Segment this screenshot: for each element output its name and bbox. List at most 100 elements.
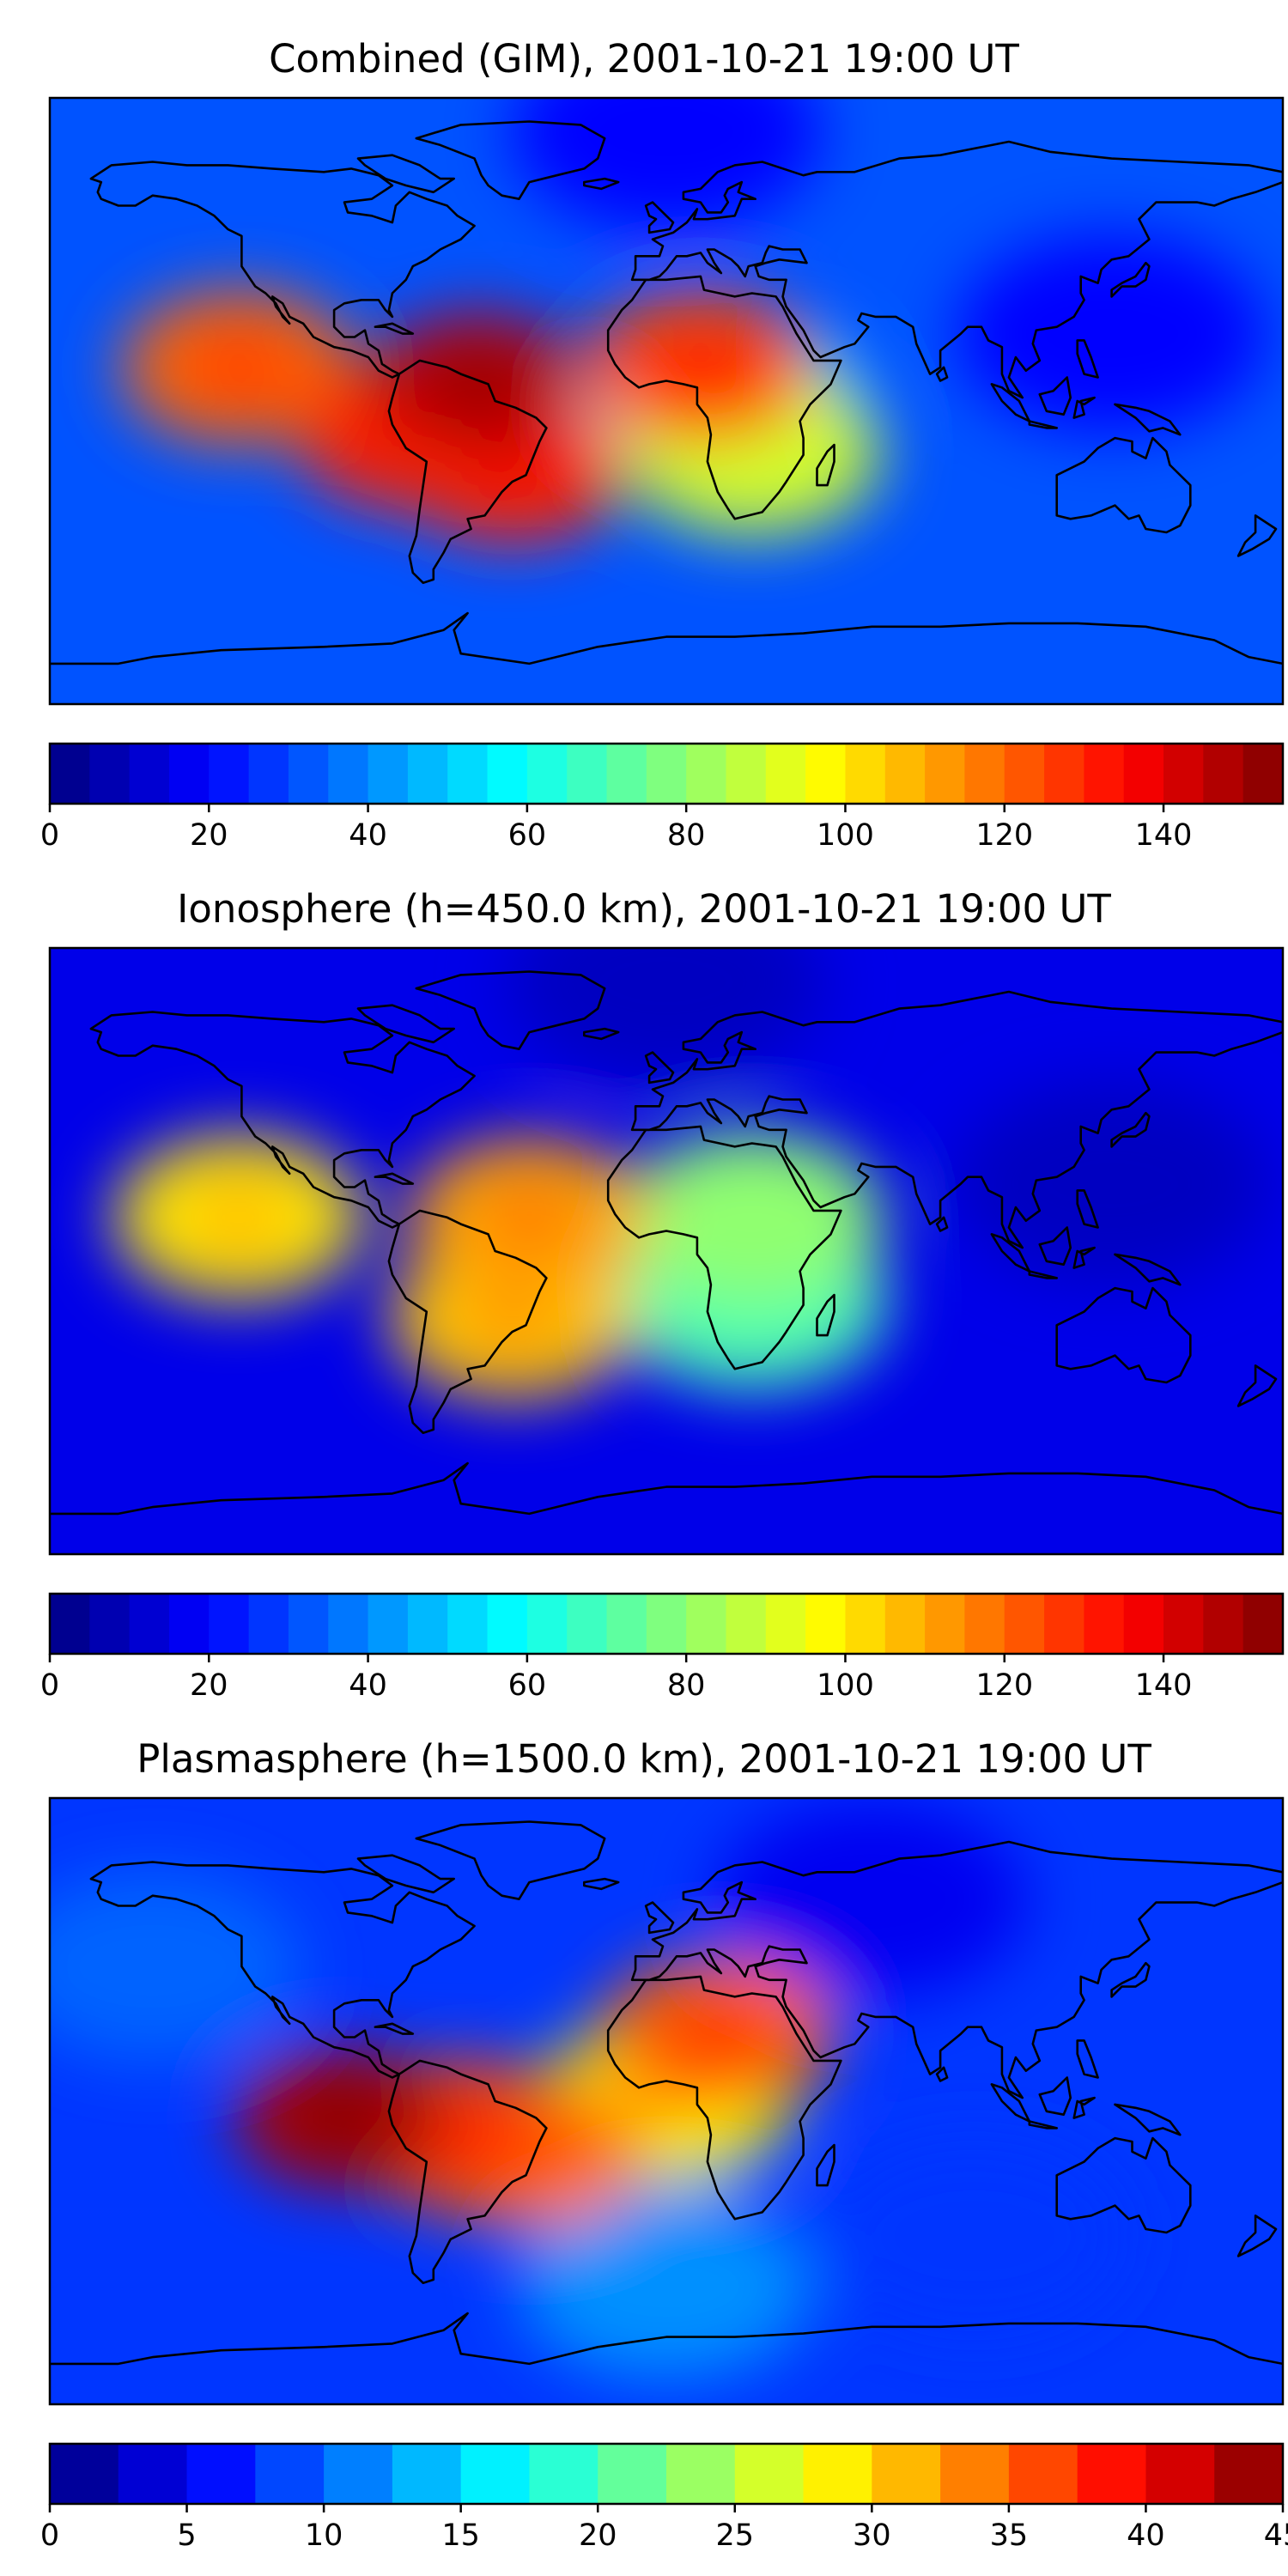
coast-australia [1055,436,1192,534]
colorbar-tick-label: 60 [508,818,547,853]
colorbar-segment [1077,2444,1147,2504]
colorbar-tick-label: 15 [441,2518,480,2553]
panel-2-colorbar-frame [48,1592,1285,1656]
coast-borneo [1038,2076,1072,2116]
coast-new-zealand [1236,514,1278,557]
coast-eurasia [630,990,1283,1249]
colorbar-segment [964,744,1005,804]
coast-greenland [415,970,606,1050]
colorbar-segment [805,1594,847,1654]
colorbar-segment [447,744,489,804]
colorbar-segment [803,2444,872,2504]
colorbar-tick-label: 35 [990,2518,1029,2553]
colorbar-segment [288,744,329,804]
colorbar-tick-label: 40 [349,818,387,853]
colorbar-segment [487,744,528,804]
panel-1-colorbar-frame [48,742,1285,805]
colorbar-segment [1123,744,1164,804]
colorbar-tick-label: 120 [975,1668,1033,1703]
coast-antarctica [50,1461,1283,1516]
colorbar-segment [606,1594,647,1654]
colorbar-tick-label: 100 [817,818,874,853]
colorbar-tick-label: 30 [853,2518,891,2553]
colorbar-segment [1242,744,1284,804]
field-feature-south-pacific-low [822,2139,1127,2333]
colorbar-segment [567,744,608,804]
colorbar-tick-label: 40 [349,1668,387,1703]
coast-cuba [374,2022,415,2035]
colorbar-segment [526,744,568,804]
field-feature-southern-ocean-band [519,2192,814,2381]
panel-3-colorbar-frame [48,2442,1285,2506]
colorbar-segment [368,744,409,804]
coast-britain [644,1051,675,1084]
colorbar-segment [328,1594,369,1654]
coast-africa [606,275,842,520]
colorbar-segment [288,1594,329,1654]
coast-japan [1110,261,1151,298]
colorbar-tick-label: 10 [305,2518,343,2553]
field-feature-asia-western-pacific [956,234,1267,433]
colorbar-segment [884,1594,926,1654]
colorbar-tick-label: 60 [508,1668,547,1703]
coast-japan [1110,1961,1151,1998]
colorbar-segment [1084,744,1125,804]
colorbar-segment [765,744,806,804]
coast-iceland [583,1877,620,1891]
coast-philippines [1076,2039,1099,2079]
colorbar-segment [1163,744,1204,804]
colorbar-segment [460,2444,531,2504]
colorbar-tick-label: 80 [667,1668,706,1703]
coast-greenland [415,120,606,200]
colorbar-segment [168,744,210,804]
colorbar-segment [1044,1594,1084,1654]
colorbar-tick-label: 120 [975,818,1033,853]
coast-madagascar [816,443,835,487]
field-feature-core [293,2086,389,2150]
field-feature-polar-regions [511,98,822,231]
colorbar-segment [646,744,687,804]
colorbar-segment [526,1594,568,1654]
colorbar-tick-label: 100 [817,1668,874,1703]
field-feature-core [648,333,752,402]
colorbar-segment [50,2444,119,2504]
colorbar-segment [884,744,926,804]
coast-greenland [415,1820,606,1900]
coast-north-america [89,1011,476,1229]
coast-antarctica [50,611,1283,665]
field-feature-asia-western-pacific [952,1083,1272,1285]
colorbar-segment [209,744,250,804]
field-feature-northern-africa-band [619,1132,884,1303]
colorbar-segment [50,744,90,804]
coast-antarctica [50,2312,1283,2366]
coast-java [1028,2120,1058,2129]
colorbar-segment [248,1594,289,1654]
coast-borneo [1038,376,1072,416]
colorbar-tick-label: 0 [40,1668,59,1703]
colorbar-tick-label: 0 [40,818,59,853]
panel-1-map [48,96,1285,706]
colorbar-segment [407,744,448,804]
colorbar-segment [407,1594,448,1654]
colorbar-segment [89,1594,131,1654]
coast-australia [1055,2136,1192,2234]
colorbar-segment [129,744,170,804]
panel-1-field [50,98,1283,704]
field-feature-core [665,1999,770,2069]
colorbar-segment [646,1594,687,1654]
coast-borneo [1038,1226,1072,1266]
panel-3-map-frame [48,1796,1285,2406]
coast-south-america [387,359,548,585]
colorbar-segment [1084,1594,1125,1654]
colorbar-segment [50,1594,90,1654]
colorbar-segment [328,744,369,804]
colorbar-segment [726,1594,767,1654]
colorbar-segment [964,1594,1005,1654]
colorbar-segment [324,2444,393,2504]
colorbar-segment [567,1594,608,1654]
colorbar-segment [1214,2444,1284,2504]
panel-2-coastlines [50,970,1283,1516]
colorbar-segment [1163,1594,1204,1654]
colorbar-tick-label: 40 [1127,2518,1165,2553]
coast-new-guinea [1114,2103,1182,2136]
